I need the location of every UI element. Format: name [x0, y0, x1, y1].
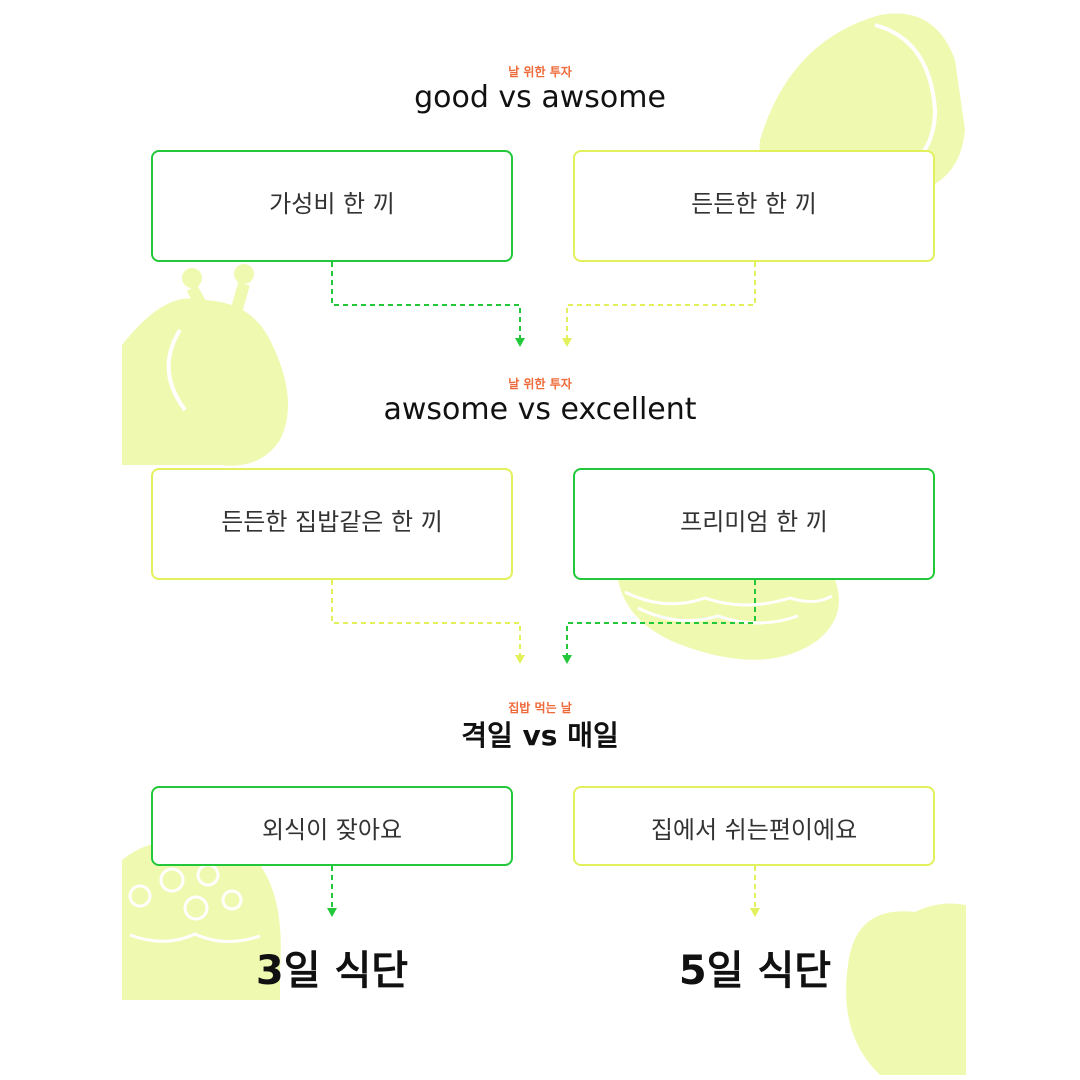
chicken-icon — [122, 264, 288, 466]
connector-s1-right — [562, 262, 756, 347]
section-1-right-label: 든든한 한 끼 — [691, 190, 817, 218]
cake-icon — [122, 842, 281, 1000]
section-2-right-box: 프리미엄 한 끼 — [573, 468, 935, 580]
section-1-left-label: 가성비 한 끼 — [269, 190, 395, 218]
section-3-left-label: 외식이 잦아요 — [261, 816, 403, 844]
section-2-heading: awsome vs excellent — [383, 392, 697, 427]
section-1-heading: good vs awsome — [414, 80, 666, 115]
connector-s3-left — [327, 866, 337, 917]
connector-s3-right — [750, 866, 760, 917]
section-2-right-label: 프리미엄 한 끼 — [680, 508, 828, 536]
apple-icon — [846, 903, 966, 1075]
connector-s1-left — [331, 262, 525, 347]
section-1-right-box: 든든한 한 끼 — [573, 150, 935, 262]
result-left: 3일 식단 — [255, 948, 409, 994]
section-1-left-box: 가성비 한 끼 — [151, 150, 513, 262]
section-3-right-box: 집에서 쉬는편이에요 — [573, 786, 935, 866]
connector-s2-right — [562, 580, 756, 664]
section-3-subtitle: 집밥 먹는 날 — [508, 701, 572, 715]
connector-s2-left — [331, 580, 525, 664]
section-3-heading: 격일 vs 매일 — [461, 719, 619, 752]
section-3-right-label: 집에서 쉬는편이에요 — [650, 816, 858, 844]
section-1-subtitle: 날 위한 투자 — [508, 65, 572, 79]
section-2-left-label: 든든한 집밥같은 한 끼 — [221, 508, 443, 536]
section-3-left-box: 외식이 잦아요 — [151, 786, 513, 866]
section-2-subtitle: 날 위한 투자 — [508, 377, 572, 391]
result-right: 5일 식단 — [678, 948, 832, 994]
section-2-left-box: 든든한 집밥같은 한 끼 — [151, 468, 513, 580]
sandwich-icon — [618, 580, 839, 660]
